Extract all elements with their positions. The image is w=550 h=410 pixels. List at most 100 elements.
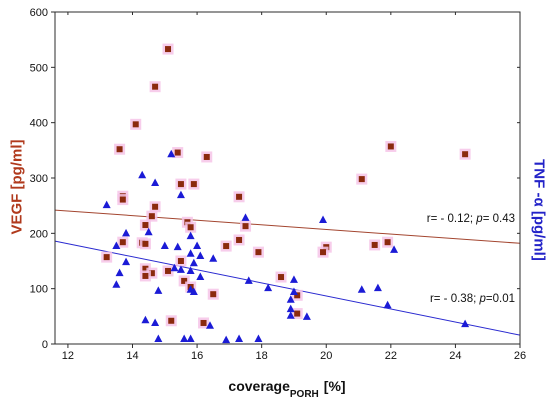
tnf-alpha-point	[264, 283, 273, 292]
vegf-point	[103, 254, 110, 261]
tnf-alpha-point	[209, 254, 218, 262]
vegf-point	[236, 193, 243, 200]
tnf-alpha-point	[357, 285, 366, 293]
vegf-point	[165, 267, 172, 274]
vegf-point	[190, 181, 197, 188]
tnf-alpha-point	[206, 321, 214, 329]
y-axis-right-title: TNF -α [pg/ml]	[531, 159, 548, 261]
tnf-alpha-point	[254, 334, 263, 343]
regression-lines	[54, 209, 521, 336]
vegf-point	[387, 143, 394, 150]
tnf-alpha-point	[193, 241, 202, 250]
tnf-alpha-point	[138, 170, 147, 179]
tnf-alpha-point	[122, 257, 131, 266]
tnf-alpha-point	[289, 275, 298, 283]
correlation-p-value: =0.01	[486, 293, 515, 305]
correlation-r-text: r= - 0.12;	[427, 213, 477, 225]
tnf-alpha-point	[390, 245, 399, 253]
tnf-alpha-point	[151, 178, 160, 186]
tnf-alpha-point	[112, 241, 121, 250]
x-tick-label: 16	[191, 350, 203, 362]
vegf-regression-line	[54, 209, 521, 244]
data-points	[101, 43, 471, 344]
tnf-alpha-point	[189, 287, 198, 295]
vegf-point	[142, 240, 149, 247]
tnf-alpha-point	[180, 334, 189, 343]
tnf-alpha-point	[112, 280, 121, 288]
tnf-alpha-point	[286, 311, 295, 319]
y-axis-left-title: VEGF [pg/ml]	[9, 140, 26, 235]
vegf-point	[255, 249, 262, 256]
vegf-point	[203, 153, 210, 160]
vegf-point	[384, 239, 391, 246]
correlation-annotations: r= - 0.12; p= 0.43r= - 0.38; p=0.01	[427, 213, 515, 305]
vegf-point	[165, 46, 172, 53]
tnf-alpha-point	[102, 200, 111, 209]
vegf-point	[187, 224, 194, 231]
vegf-point	[142, 265, 149, 272]
vegf-point	[278, 274, 285, 281]
x-axis-title-unit: [%]	[324, 378, 346, 394]
vegf-point	[152, 203, 159, 210]
tnf-alpha-point	[154, 334, 163, 343]
y-tick-label: 0	[42, 339, 48, 351]
tnf-alpha-point	[241, 213, 250, 221]
x-axis-title-subscript: PORH	[290, 389, 319, 400]
tnf-alpha-point	[289, 287, 298, 295]
vegf-point	[236, 236, 243, 243]
vegf-point	[294, 292, 301, 299]
tnf-alpha-point	[154, 286, 163, 294]
vegf-point	[148, 213, 155, 220]
y-tick-label: 300	[30, 173, 48, 185]
tnf-alpha-point	[173, 242, 182, 251]
tnf-alpha-point	[373, 283, 382, 292]
tnf-alpha-point	[186, 249, 195, 257]
tnf-alpha-point	[151, 318, 160, 326]
x-tick-label: 12	[62, 350, 74, 362]
y-tick-label: 100	[30, 284, 48, 296]
vegf-point	[152, 83, 159, 90]
y-tick-label: 600	[30, 7, 48, 19]
x-tick-label: 20	[320, 350, 332, 362]
axis-ticks: 12 14 16 18 20 22 24 26 0 100 200 300 400 500 600	[30, 7, 526, 362]
y-tick-label: 400	[30, 118, 48, 130]
vegf-point	[210, 291, 217, 298]
tnf-alpha-point	[222, 335, 231, 344]
vegf-correlation-label: r= - 0.12; p= 0.43	[427, 213, 515, 225]
tnf-alpha-point	[186, 334, 195, 343]
vegf-point	[142, 222, 149, 229]
vegf-point	[242, 223, 249, 230]
tnf-alpha-point	[170, 263, 179, 272]
vegf-point	[200, 319, 207, 326]
tnf-alpha-point	[196, 272, 205, 281]
correlation-p-symbol: p	[475, 213, 483, 225]
vegf-point	[294, 310, 301, 317]
tnf-alpha-point	[196, 251, 205, 260]
vegf-point	[168, 317, 175, 324]
vegf-point	[142, 272, 149, 279]
vegf-point	[132, 121, 139, 128]
vegf-point	[119, 239, 126, 246]
tnf-alpha-point	[141, 315, 150, 324]
vegf-point	[371, 241, 378, 248]
tnf-alpha-point	[167, 149, 176, 158]
tnf-alpha-point	[122, 228, 131, 237]
tnf-alpha-point	[244, 276, 253, 284]
tnf-alpha-regression-line	[54, 240, 521, 336]
x-axis-title-main: coverage	[228, 378, 290, 394]
x-axis-title: coveragePORH [%]	[228, 378, 345, 400]
vegf-point	[119, 196, 126, 203]
vegf-point	[358, 176, 365, 183]
vegf-point	[462, 151, 469, 158]
tnf-alpha-point	[383, 300, 392, 309]
tnf-alpha-point	[461, 319, 470, 328]
vegf-point	[223, 243, 230, 250]
y-tick-label: 200	[30, 228, 48, 240]
correlation-p-symbol: p	[478, 293, 486, 305]
vegf-point	[181, 277, 188, 284]
tnf-alpha-point	[319, 215, 328, 224]
tnf-alpha-point	[302, 312, 311, 320]
x-tick-label: 24	[449, 350, 461, 362]
tnf-alpha-point	[115, 268, 124, 277]
